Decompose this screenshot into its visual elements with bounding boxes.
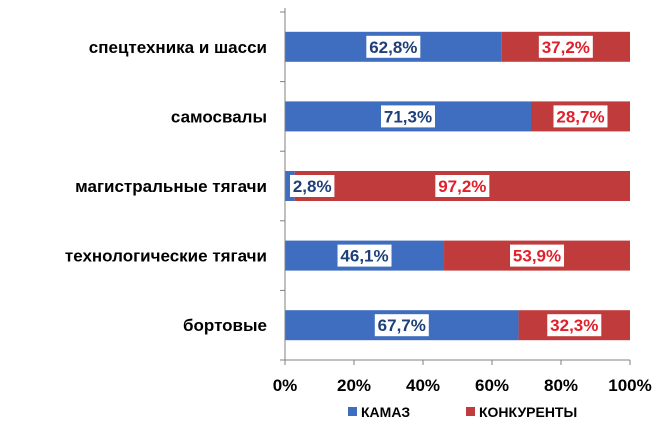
data-label: 32,3% <box>550 316 598 335</box>
category-label: самосвалы <box>171 107 267 126</box>
data-label: 67,7% <box>378 316 426 335</box>
legend-swatch <box>348 407 357 416</box>
data-label-box <box>435 175 490 197</box>
data-label: 28,7% <box>556 107 604 126</box>
axes-group: 0% 20% 40% 60% 80% 100% <box>273 8 652 395</box>
data-label: 62,8% <box>369 38 417 57</box>
x-tick-label: 80% <box>544 376 578 395</box>
x-tick-label: 0% <box>273 376 298 395</box>
legend-swatch <box>466 407 475 416</box>
legend-label: КОНКУРЕНТЫ <box>479 404 577 420</box>
category-label: спецтехника и шасси <box>89 38 267 57</box>
data-label: 2,8% <box>293 177 332 196</box>
data-label-box <box>553 105 608 128</box>
data-label: 37,2% <box>542 38 590 57</box>
data-label-box <box>366 35 421 58</box>
data-label-box <box>538 35 593 58</box>
category-label: магистральные тягачи <box>75 177 267 196</box>
category-label: бортовые <box>183 316 267 335</box>
x-tick-label: 20% <box>337 376 371 395</box>
x-tick-label: 60% <box>475 376 509 395</box>
data-label-box <box>380 105 435 128</box>
data-label-box <box>337 244 392 267</box>
data-label-box <box>374 314 429 337</box>
data-label: 71,3% <box>384 107 432 126</box>
data-label-box <box>510 244 565 267</box>
data-label-box <box>547 314 602 337</box>
data-label: 97,2% <box>438 177 486 196</box>
data-label: 46,1% <box>340 247 388 266</box>
legend-label: КАМАЗ <box>361 404 410 420</box>
x-tick-label: 100% <box>608 376 651 395</box>
data-label-box <box>290 175 335 197</box>
labels-group: спецтехника и шасси 62,8% 37,2% самосвалы 71… <box>65 35 608 337</box>
data-label: 53,9% <box>513 247 561 266</box>
x-tick-label: 40% <box>406 376 440 395</box>
legend: КАМАЗ КОНКУРЕНТЫ <box>348 404 577 420</box>
bar-segment-kamaz <box>285 171 295 201</box>
category-label: технологические тягачи <box>65 247 267 266</box>
